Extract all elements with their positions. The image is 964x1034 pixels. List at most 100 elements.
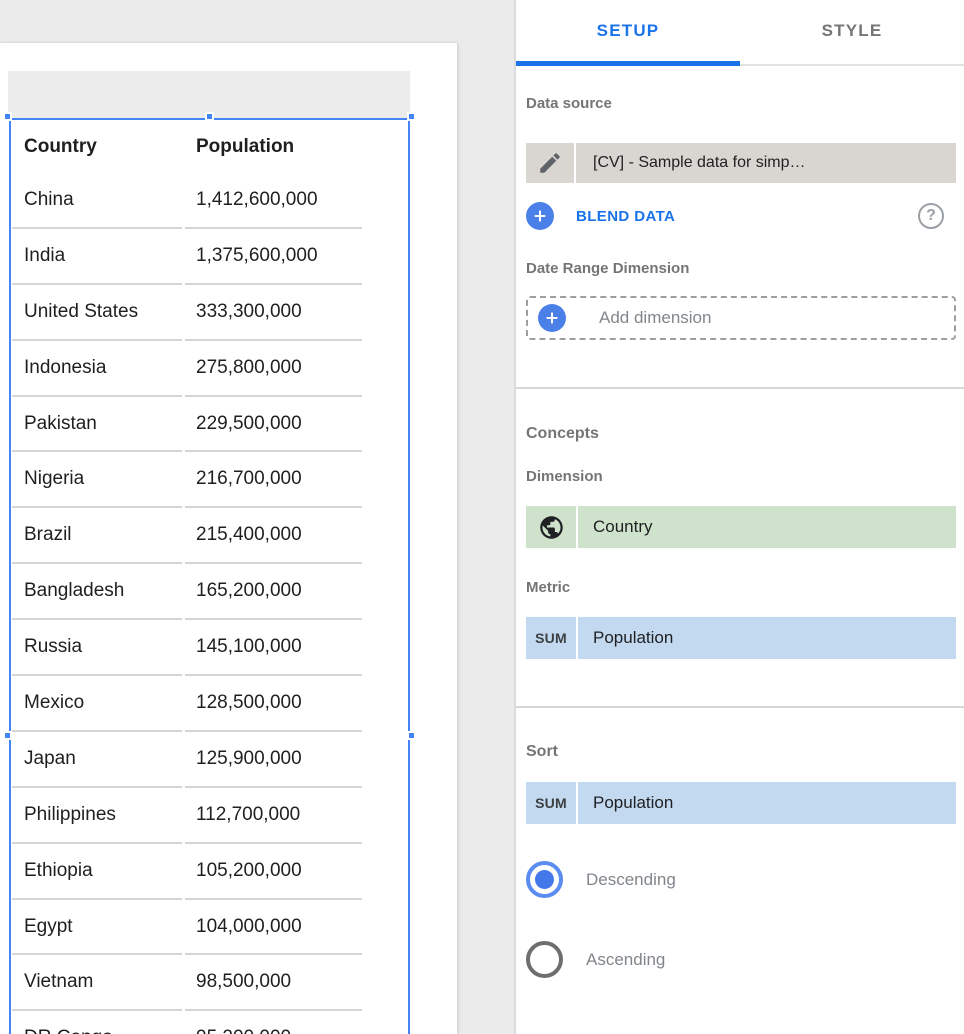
sort-chip-population[interactable]: SUM Population [526, 782, 956, 824]
report-canvas[interactable]: Country Population China 1,412,600,000 I… [0, 0, 514, 1034]
table-row: China 1,412,600,000 [12, 173, 362, 229]
panel-tabs: SETUP STYLE [516, 0, 964, 66]
country-cell: Ethiopia [12, 844, 182, 900]
table-row: DR Congo 95,200,000 [12, 1011, 362, 1034]
radio-selected-icon[interactable] [526, 861, 563, 898]
plus-circle-icon[interactable] [526, 202, 554, 230]
properties-panel: SETUP STYLE Data source [CV] - Sample da… [514, 0, 964, 1034]
section-divider [516, 387, 964, 389]
table-row: Mexico 128,500,000 [12, 676, 362, 732]
tab-style[interactable]: STYLE [821, 21, 883, 40]
sort-ascending-option[interactable]: Ascending [526, 941, 956, 978]
population-cell: 98,500,000 [185, 955, 362, 1012]
date-range-dimension-label: Date Range Dimension [526, 260, 690, 277]
population-cell: 229,500,000 [185, 397, 362, 453]
country-cell: Russia [12, 620, 182, 677]
population-cell: 1,412,600,000 [185, 173, 362, 229]
population-cell: 216,700,000 [185, 452, 362, 509]
active-tab-underline [516, 61, 740, 66]
population-cell: 95,200,000 [185, 1011, 362, 1034]
selection-handle-mid-right[interactable] [407, 731, 416, 740]
table-row: Japan 125,900,000 [12, 732, 362, 788]
data-table: Country Population China 1,412,600,000 I… [12, 120, 362, 1034]
data-source-label: Data source [526, 95, 612, 112]
country-cell: Pakistan [12, 397, 182, 453]
table-row: Indonesia 275,800,000 [12, 341, 362, 397]
sum-aggregation-badge: SUM [526, 617, 576, 659]
sort-descending-option[interactable]: Descending [526, 861, 956, 898]
country-cell: United States [12, 285, 182, 341]
country-cell: Nigeria [12, 452, 182, 509]
globe-icon [526, 506, 576, 548]
sum-aggregation-badge: SUM [526, 782, 576, 824]
data-source-row: [CV] - Sample data for simp… [526, 143, 956, 183]
section-divider [516, 706, 964, 708]
country-cell: Indonesia [12, 341, 182, 397]
table-row: Philippines 112,700,000 [12, 788, 362, 844]
blend-data-row: BLEND DATA [526, 202, 956, 230]
population-cell: 125,900,000 [185, 732, 362, 788]
table-row: India 1,375,600,000 [12, 229, 362, 285]
table-row: Egypt 104,000,000 [12, 900, 362, 956]
table-row: United States 333,300,000 [12, 285, 362, 341]
country-cell: Egypt [12, 900, 182, 956]
population-cell: 104,000,000 [185, 900, 362, 956]
population-cell: 112,700,000 [185, 788, 362, 844]
sort-chip-label: Population [578, 782, 956, 824]
table-row: Pakistan 229,500,000 [12, 397, 362, 453]
table-header-row: Country Population [12, 120, 362, 173]
country-cell: India [12, 229, 182, 285]
descending-label: Descending [586, 869, 676, 889]
country-cell: Mexico [12, 676, 182, 732]
dimension-chip-country[interactable]: Country [526, 506, 956, 548]
population-cell: 215,400,000 [185, 508, 362, 565]
country-cell: Japan [12, 732, 182, 788]
tab-setup[interactable]: SETUP [596, 21, 660, 40]
sort-label: Sort [526, 743, 558, 760]
blend-data-button[interactable]: BLEND DATA [576, 207, 676, 225]
country-cell: Vietnam [12, 955, 182, 1012]
population-column-header: Population [196, 136, 295, 157]
pencil-icon [540, 153, 560, 173]
selection-handle-mid-left[interactable] [3, 731, 12, 740]
table-row: Russia 145,100,000 [12, 620, 362, 677]
table-row: Bangladesh 165,200,000 [12, 564, 362, 621]
selection-handle-top-right[interactable] [407, 112, 416, 121]
population-cell: 1,375,600,000 [185, 229, 362, 285]
table-row: Brazil 215,400,000 [12, 508, 362, 565]
dimension-label: Dimension [526, 468, 603, 485]
population-cell: 105,200,000 [185, 844, 362, 900]
page-header-placeholder [8, 71, 410, 118]
metric-label: Metric [526, 579, 571, 596]
table-row: Nigeria 216,700,000 [12, 452, 362, 509]
data-source-name[interactable]: [CV] - Sample data for simp… [576, 143, 956, 183]
population-cell: 333,300,000 [185, 285, 362, 341]
country-cell: Brazil [12, 508, 182, 565]
table-chart-selected[interactable]: Country Population China 1,412,600,000 I… [3, 112, 416, 1034]
edit-data-source-button[interactable] [526, 143, 574, 183]
country-column-header: Country [24, 136, 97, 157]
selection-handle-top-center[interactable] [205, 112, 214, 121]
population-cell: 275,800,000 [185, 341, 362, 397]
country-cell: China [12, 173, 182, 229]
table-row: Ethiopia 105,200,000 [12, 844, 362, 900]
country-cell: Philippines [12, 788, 182, 844]
population-cell: 128,500,000 [185, 676, 362, 732]
country-cell: DR Congo [12, 1011, 182, 1034]
selection-handle-top-left[interactable] [3, 112, 12, 121]
plus-circle-icon [538, 304, 566, 332]
add-dimension-label: Add dimension [599, 308, 712, 327]
population-cell: 145,100,000 [185, 620, 362, 677]
add-dimension-dropzone[interactable]: Add dimension [526, 296, 956, 340]
radio-unselected-icon[interactable] [526, 941, 563, 978]
concepts-label: Concepts [526, 425, 599, 442]
table-row: Vietnam 98,500,000 [12, 955, 362, 1012]
population-cell: 165,200,000 [185, 564, 362, 621]
metric-chip-label: Population [578, 617, 956, 659]
help-icon[interactable] [918, 203, 944, 229]
country-cell: Bangladesh [12, 564, 182, 621]
metric-chip-population[interactable]: SUM Population [526, 617, 956, 659]
dimension-chip-label: Country [578, 506, 956, 548]
ascending-label: Ascending [586, 949, 666, 969]
report-page[interactable]: Country Population China 1,412,600,000 I… [0, 43, 457, 1034]
